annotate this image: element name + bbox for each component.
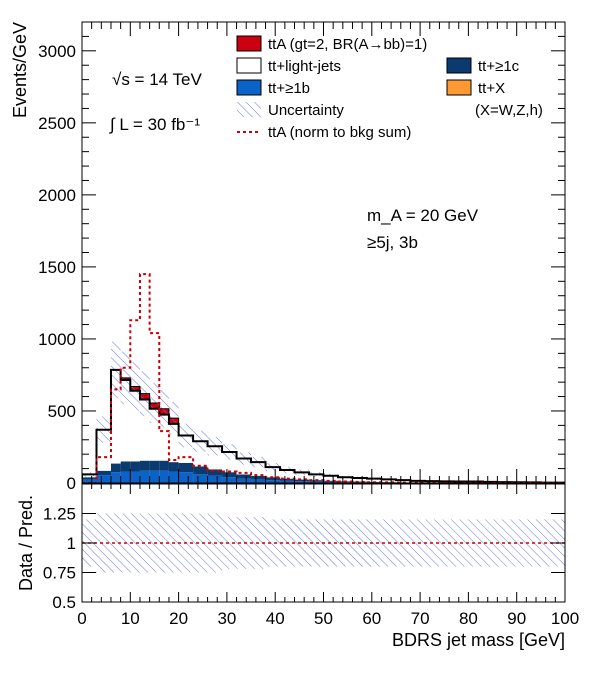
stack-1-bin-14 xyxy=(251,476,265,480)
legend-label-4: tt+X xyxy=(478,80,505,97)
ratio-ytick-label-3: 1.25 xyxy=(43,505,76,524)
legend-swatch-1 xyxy=(237,58,261,73)
ratio-uncertainty-bin-15 xyxy=(266,519,280,566)
stack-0-bin-7 xyxy=(159,471,169,483)
stack-1-bin-6 xyxy=(150,461,160,471)
ratio-uncertainty-bin-27 xyxy=(439,519,453,566)
x-axis-label: BDRS jet mass [GeV] xyxy=(392,630,565,650)
stack-1-bin-1 xyxy=(96,471,110,475)
ratio-uncertainty-bin-22 xyxy=(367,519,381,566)
xtick-label-7: 70 xyxy=(411,609,430,628)
xtick-label-1: 10 xyxy=(121,609,140,628)
stack-1-bin-12 xyxy=(222,472,236,477)
legend-swatch-5 xyxy=(237,102,261,117)
stack-1-bin-5 xyxy=(140,461,150,471)
stack-1-bin-9 xyxy=(179,463,193,472)
top-ytick-label-1: 500 xyxy=(48,402,76,421)
stack-1-bin-2 xyxy=(111,464,121,473)
stack-1-bin-7 xyxy=(159,461,169,471)
top-ytick-label-0: 0 xyxy=(67,474,76,493)
stack-1-bin-3 xyxy=(121,461,131,471)
ratio-ytick-label-0: 0.5 xyxy=(52,593,76,612)
stack-0-bin-14 xyxy=(251,479,265,483)
stack-1-bin-13 xyxy=(237,474,251,478)
top-ytick-label-2: 1000 xyxy=(38,330,76,349)
stack-0-bin-12 xyxy=(222,477,236,483)
stack-0-bin-5 xyxy=(140,471,150,483)
legend-swatch-4 xyxy=(447,80,471,95)
legend-label-6: (X=W,Z,h) xyxy=(475,102,543,119)
ratio-y-axis-label: Data / Pred. xyxy=(16,495,36,591)
stack-1-bin-19 xyxy=(324,481,338,482)
xtick-label-10: 100 xyxy=(551,609,579,628)
stack-0-bin-4 xyxy=(130,471,140,483)
stack-1-bin-21 xyxy=(352,482,366,483)
stack-1-bin-10 xyxy=(193,466,207,474)
selection-annotation: ≥5j, 3b xyxy=(367,233,418,252)
xtick-label-8: 80 xyxy=(459,609,478,628)
stack-0-bin-10 xyxy=(193,474,207,483)
stack-0-bin-13 xyxy=(237,479,251,483)
stack-1-bin-8 xyxy=(169,462,179,471)
stack-0-bin-8 xyxy=(169,471,179,483)
ratio-ytick-label-2: 1 xyxy=(67,534,76,553)
ratio-ytick-label-1: 0.75 xyxy=(43,564,76,583)
ratio-panel-histogram xyxy=(82,514,565,573)
legend-label-1: tt+light-jets xyxy=(268,58,341,75)
top-ytick-label-4: 2000 xyxy=(38,186,76,205)
stack-1-bin-4 xyxy=(130,461,140,471)
stack-0-bin-1 xyxy=(96,475,110,483)
stack-1-bin-0 xyxy=(82,477,96,479)
legend-label-5: Uncertainty xyxy=(268,102,344,119)
legend-swatch-2 xyxy=(447,58,471,73)
legend-label-3: tt+≥1b xyxy=(268,80,310,97)
xtick-label-4: 40 xyxy=(266,609,285,628)
stack-0-bin-2 xyxy=(111,472,121,483)
stack-1-bin-11 xyxy=(208,469,222,475)
xtick-label-2: 20 xyxy=(169,609,188,628)
top-ytick-label-5: 2500 xyxy=(38,114,76,133)
xtick-label-3: 30 xyxy=(217,609,236,628)
stack-0-bin-6 xyxy=(150,471,160,483)
top-ytick-label-3: 1500 xyxy=(38,258,76,277)
legend-label-7: ttA (norm to bkg sum) xyxy=(268,124,411,141)
legend-label-0: ttA (gt=2, BR(A→bb)=1) xyxy=(268,36,427,53)
stack-0-bin-9 xyxy=(179,472,193,483)
mass-annotation: m_A = 20 GeV xyxy=(367,206,479,225)
legend-swatch-3 xyxy=(237,80,261,95)
top-y-axis-label: Events/GeV xyxy=(10,22,30,118)
legend-swatch-0 xyxy=(237,36,261,51)
energy-annotation: √s = 14 TeV xyxy=(112,70,202,89)
xtick-label-9: 90 xyxy=(507,609,526,628)
xtick-label-6: 60 xyxy=(362,609,381,628)
stack-0-bin-11 xyxy=(208,476,222,483)
ratio-uncertainty-bin-10 xyxy=(193,514,207,573)
xtick-label-0: 0 xyxy=(77,609,86,628)
lumi-annotation: ∫ L = 30 fb⁻¹ xyxy=(109,115,200,134)
xtick-label-5: 50 xyxy=(314,609,333,628)
top-ytick-label-6: 3000 xyxy=(38,42,76,61)
stack-0-bin-3 xyxy=(121,471,131,483)
legend-label-2: tt+≥1c xyxy=(478,58,520,75)
